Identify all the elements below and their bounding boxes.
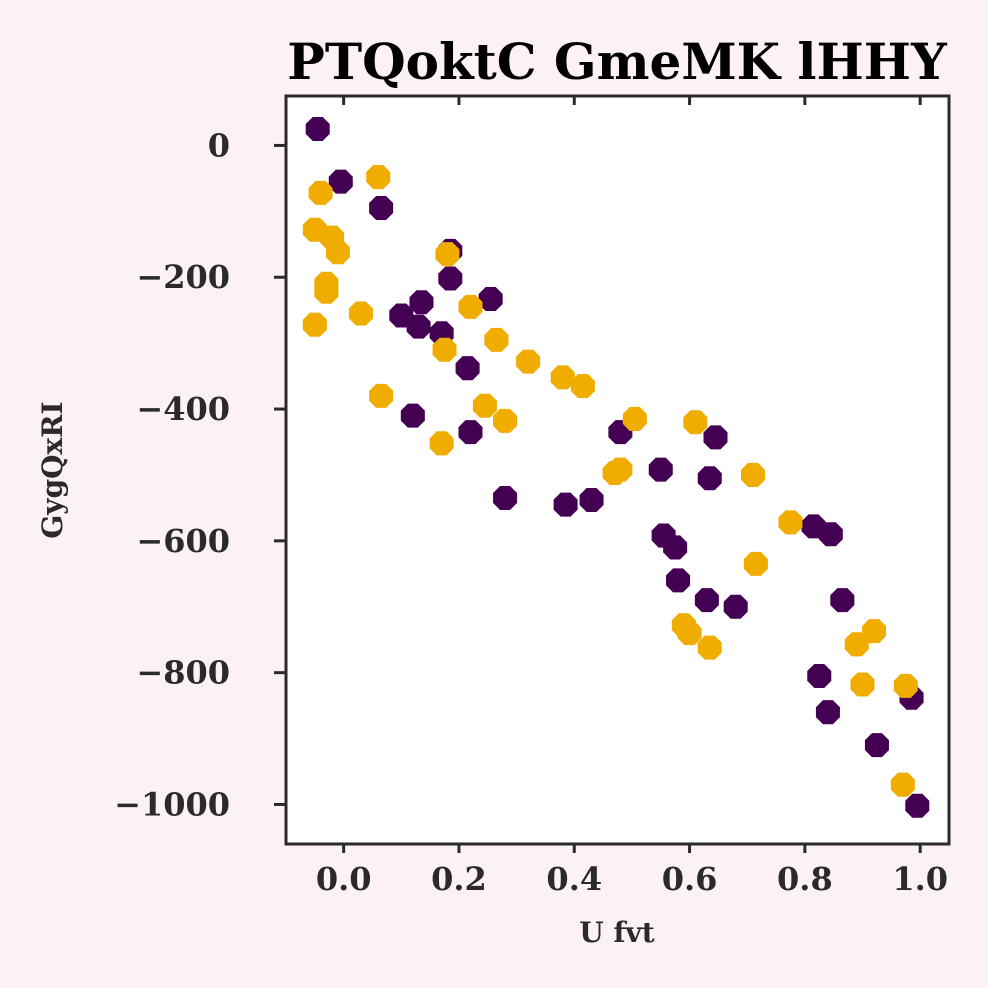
- data-point: [890, 772, 915, 797]
- chart-title: PTQoktC GmeMK lHHY: [287, 32, 948, 91]
- series-1: [305, 116, 930, 818]
- data-point: [905, 793, 930, 818]
- data-point: [369, 383, 394, 408]
- data-point: [302, 312, 327, 337]
- x-tick-label: 0.2: [431, 860, 487, 898]
- data-point: [683, 410, 708, 435]
- x-axis: 0.0 0.2 0.4 0.6 0.8 1.0: [316, 96, 948, 898]
- y-tick-label: −1000: [114, 785, 230, 823]
- data-point: [553, 492, 578, 517]
- data-point: [472, 393, 497, 418]
- x-axis-label: U fvt: [579, 916, 654, 949]
- data-point: [458, 294, 483, 319]
- y-axis-label: GygQxRI: [36, 401, 69, 538]
- data-point: [369, 196, 394, 221]
- y-tick-label: −200: [136, 258, 230, 296]
- data-point: [697, 466, 722, 491]
- data-point: [807, 663, 832, 688]
- data-point: [893, 673, 918, 698]
- y-tick-label: −600: [136, 522, 230, 560]
- data-point: [406, 314, 431, 339]
- data-point: [862, 619, 887, 644]
- data-point: [579, 487, 604, 512]
- x-tick-label: 0.8: [777, 860, 833, 898]
- data-point: [493, 486, 518, 511]
- data-point: [864, 733, 889, 758]
- data-point: [723, 594, 748, 619]
- data-point: [432, 337, 457, 362]
- data-point: [325, 240, 350, 265]
- data-point: [484, 327, 509, 352]
- x-tick-label: 1.0: [892, 860, 948, 898]
- data-point: [703, 425, 728, 450]
- data-point: [850, 672, 875, 697]
- data-point: [435, 242, 460, 267]
- y-tick-label: −800: [136, 654, 230, 692]
- data-point: [694, 588, 719, 613]
- data-point: [815, 700, 840, 725]
- data-point: [570, 373, 595, 398]
- data-point: [308, 180, 333, 205]
- data-point: [429, 431, 454, 456]
- x-tick-label: 0.0: [316, 860, 372, 898]
- data-point: [622, 406, 647, 431]
- data-point: [328, 169, 353, 194]
- data-point: [648, 457, 673, 482]
- data-point: [740, 462, 765, 487]
- data-point: [743, 551, 768, 576]
- series-2: [302, 165, 918, 797]
- data-point: [778, 510, 803, 535]
- data-point: [844, 632, 869, 657]
- y-tick-label: 0: [208, 126, 230, 164]
- data-point: [608, 457, 633, 482]
- data-point: [314, 279, 339, 304]
- data-point: [366, 165, 391, 190]
- data-point: [830, 588, 855, 613]
- data-point: [818, 522, 843, 547]
- data-point: [516, 349, 541, 374]
- points-layer: [302, 116, 930, 818]
- y-axis: 0 −200 −400 −600 −800 −1000: [114, 126, 286, 823]
- plot-frame: [284, 94, 951, 846]
- data-point: [677, 621, 702, 646]
- y-tick-label: −400: [136, 390, 230, 428]
- data-point: [663, 535, 688, 560]
- data-point: [697, 635, 722, 660]
- data-point: [348, 301, 373, 326]
- data-point: [666, 568, 691, 593]
- x-tick-label: 0.4: [546, 860, 602, 898]
- data-point: [305, 116, 330, 141]
- data-point: [478, 286, 503, 311]
- data-point: [438, 266, 463, 291]
- x-tick-label: 0.6: [662, 860, 718, 898]
- data-point: [400, 403, 425, 428]
- data-point: [409, 290, 434, 315]
- data-point: [550, 365, 575, 390]
- data-point: [493, 408, 518, 433]
- data-point: [458, 420, 483, 445]
- data-point: [455, 356, 480, 381]
